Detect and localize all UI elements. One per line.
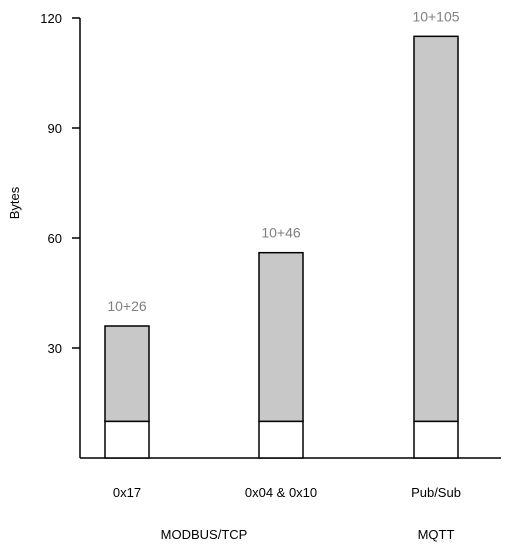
group-label: MQTT: [418, 527, 455, 542]
bar-segment: [104, 420, 150, 459]
data-label: 10+26: [107, 298, 147, 314]
x-axis: 0x17 0x04 & 0x10 Pub/Sub MODBUS/TCP MQTT: [80, 457, 501, 542]
y-tick-label: 30: [48, 341, 62, 356]
bar-segment: [258, 420, 304, 459]
y-axis: 30 60 90 120: [40, 11, 81, 458]
data-label: 10+105: [412, 8, 459, 24]
x-tick-label: 0x17: [113, 485, 141, 500]
y-tick-label: 90: [48, 121, 62, 136]
bar-segment: [104, 325, 150, 423]
group-label: MODBUS/TCP: [161, 527, 248, 542]
data-label: 10+46: [261, 225, 301, 241]
y-axis-title: Bytes: [7, 186, 22, 219]
y-tick-label: 60: [48, 231, 62, 246]
y-tick-label: 120: [40, 11, 62, 26]
x-tick-label: 0x04 & 0x10: [245, 485, 317, 500]
x-tick-label: Pub/Sub: [411, 485, 461, 500]
labels: 10+26 10+46 10+105: [107, 8, 459, 314]
bar-segment: [413, 420, 459, 459]
bar-segment: [258, 251, 304, 423]
bars: [104, 35, 459, 459]
bar-segment: [413, 35, 459, 423]
